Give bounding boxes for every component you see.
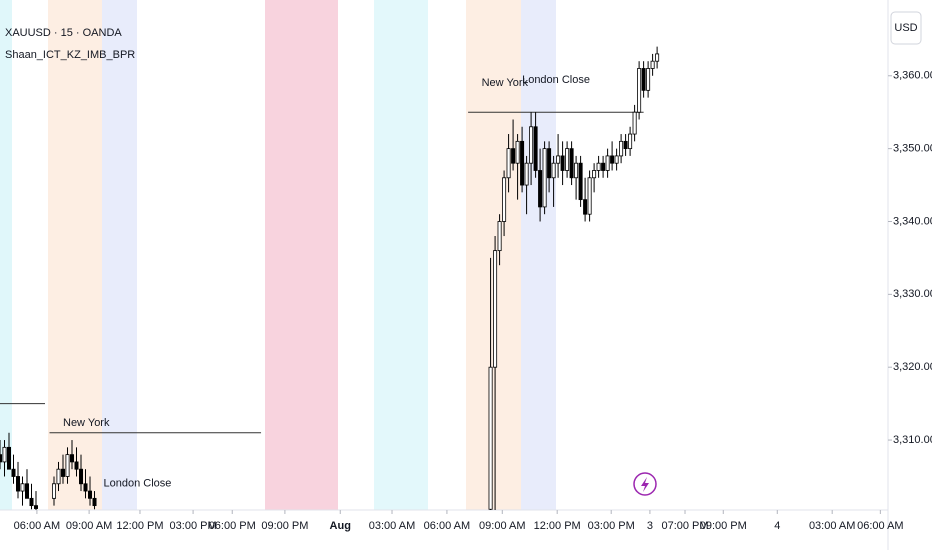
candle-body <box>578 162 583 201</box>
x-tick-label: Aug <box>330 520 351 532</box>
session-shade <box>265 0 338 510</box>
annotation: New York <box>63 417 110 429</box>
candle-body <box>619 140 624 157</box>
x-tick-label: 4 <box>774 520 780 532</box>
candle-body <box>623 140 628 150</box>
candle-body <box>20 483 25 492</box>
candle-body <box>601 162 606 171</box>
x-tick-label: 06:00 PM <box>209 520 256 532</box>
x-tick-label: 06:00 AM <box>424 520 470 532</box>
candle-body <box>88 490 93 499</box>
candle-body <box>11 468 16 477</box>
x-tick-label: 12:00 PM <box>116 520 163 532</box>
annotation: London Close <box>104 478 172 490</box>
y-tick-label: 3,360.000 <box>893 70 932 82</box>
candle-body <box>596 162 601 171</box>
candle-body <box>565 148 570 171</box>
candle-body <box>56 468 61 485</box>
candle-body <box>556 155 561 164</box>
session-shade <box>102 0 137 510</box>
x-tick-label: 09:00 AM <box>479 520 525 532</box>
candle-body <box>538 170 543 208</box>
candle-body <box>70 454 75 463</box>
candle-body <box>655 53 660 62</box>
x-tick-label: 09:00 PM <box>700 520 747 532</box>
x-tick-label: 03:00 AM <box>809 520 855 532</box>
candle-body <box>605 155 610 171</box>
candle-body <box>79 468 84 485</box>
session-shade <box>0 0 12 510</box>
session-shade <box>521 0 556 510</box>
candle-body <box>506 148 511 179</box>
y-tick-label: 3,310.000 <box>893 434 932 446</box>
candle-body <box>614 155 619 164</box>
candle-body <box>61 468 66 477</box>
candle-body <box>587 177 592 215</box>
candle-body <box>533 126 538 171</box>
candle-body <box>34 505 39 509</box>
x-tick-label: 03:00 PM <box>588 520 635 532</box>
candle-body <box>646 68 651 91</box>
x-tick-label: 09:00 PM <box>261 520 308 532</box>
alert-bolt <box>641 477 649 492</box>
candle-body <box>502 177 507 222</box>
x-tick-label: 07:00 PM <box>661 520 708 532</box>
x-tick-label: 06:00 AM <box>857 520 903 532</box>
session-shade <box>48 0 102 510</box>
x-tick-label: 12:00 PM <box>534 520 581 532</box>
candle-body <box>592 170 597 179</box>
candle-body <box>583 199 588 215</box>
sessions <box>0 0 556 510</box>
annotation: New York <box>482 77 529 89</box>
y-tick-label: 3,320.000 <box>893 361 932 373</box>
candle-body <box>2 446 7 463</box>
candle-body <box>529 126 534 164</box>
y-tick-label: 3,340.000 <box>893 215 932 227</box>
candle-body <box>74 461 79 470</box>
candle-body <box>641 68 646 91</box>
y-tick-label: 3,350.000 <box>893 143 932 155</box>
candle-body <box>547 148 552 179</box>
candle-body <box>511 148 516 164</box>
candle-body <box>488 366 493 510</box>
candle-body <box>524 162 529 186</box>
candle-body <box>16 476 21 492</box>
candle-body <box>29 497 34 507</box>
x-tick-label: 03:00 PM <box>170 520 217 532</box>
symbol: XAUUSD · 15 · OANDA <box>5 27 122 39</box>
annotation: London Close <box>522 74 590 86</box>
candle-body <box>25 483 30 499</box>
candle-body <box>650 60 655 69</box>
candle-body <box>52 483 57 499</box>
candle-body <box>0 454 3 463</box>
candle-body <box>574 162 579 179</box>
candle-body <box>632 111 637 135</box>
indicator-name: Shaan_ICT_KZ_IMB_BPR <box>5 49 135 61</box>
x-tick-label: 09:00 AM <box>66 520 112 532</box>
candle-body <box>520 140 525 186</box>
candle-body <box>560 155 565 171</box>
candle-body <box>637 68 642 113</box>
candle-body <box>497 221 502 252</box>
candle-body <box>515 140 520 164</box>
candle-body <box>542 148 547 208</box>
currency-label: USD <box>894 22 917 34</box>
x-tick-label: 3 <box>647 520 653 532</box>
candle-body <box>65 454 70 477</box>
candle-body <box>610 155 615 164</box>
candle-body <box>7 446 12 470</box>
candle-body <box>493 250 498 368</box>
candle-body <box>83 483 88 492</box>
currency-button[interactable] <box>890 11 922 45</box>
candle-body <box>569 148 574 179</box>
candle-body <box>551 162 556 179</box>
candle-body <box>628 133 633 150</box>
x-tick-label: 06:00 AM <box>14 520 60 532</box>
candle-body <box>92 497 97 507</box>
x-tick-label: 03:00 AM <box>369 520 415 532</box>
y-tick-label: 3,330.000 <box>893 288 932 300</box>
session-shade <box>374 0 428 510</box>
